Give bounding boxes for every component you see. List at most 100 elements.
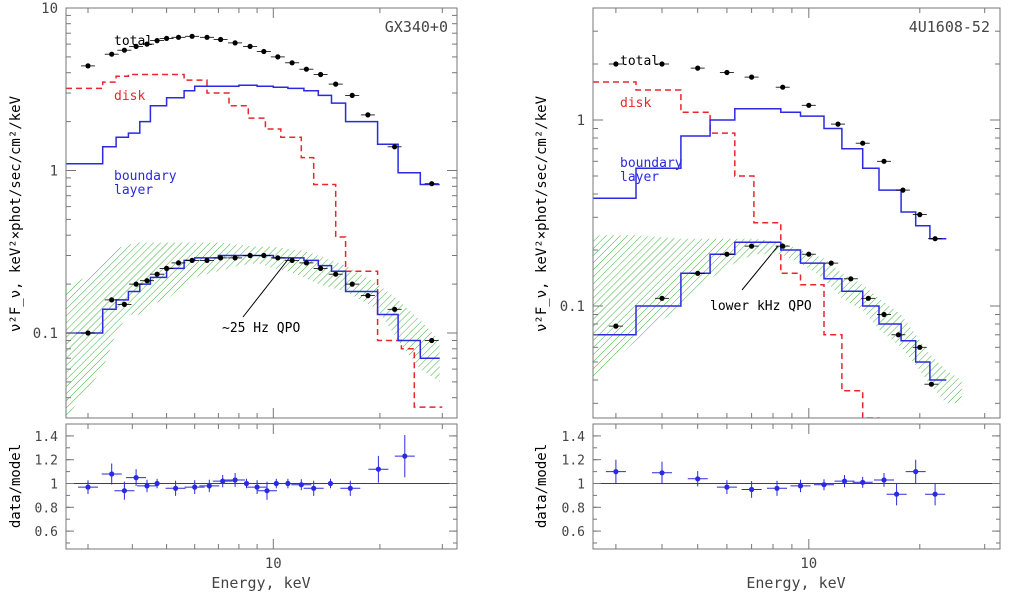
x-axis-label: Energy, keV [746,574,845,592]
annotation-qpo: ~25 Hz QPO [222,321,300,336]
data-point [204,257,210,263]
ratio-point [311,485,317,491]
data-point [835,121,841,127]
data-point [275,54,281,60]
ratio-point [881,477,887,483]
ratio-point [347,485,353,491]
ratio-point [749,486,755,493]
data-point [349,281,355,287]
y-tick-label: 10 [41,1,58,17]
annotation-layer: layer [620,170,659,185]
main-frame [592,7,1001,419]
series-boundary-layer [66,84,440,186]
data-point [204,34,210,40]
data-point [109,51,115,57]
ratio-point [173,485,179,491]
ratio-y-axis-label: data/model [8,444,24,528]
data-point [289,257,295,263]
panel-title: GX340+0 [385,18,448,36]
data-point [695,270,701,276]
panel-4u1608: 4U1608-52 total disk boundary layer lowe… [534,7,1001,592]
data-point [724,251,730,257]
ratio-point [232,477,238,483]
annotation-disk: disk [114,89,145,104]
ratio-point [243,480,250,487]
series-disk [66,73,443,408]
ratio-point [264,488,270,494]
data-point [613,61,619,67]
annotation-total: total [114,34,153,49]
data-point [749,243,755,249]
data-point [175,260,182,266]
series-boundary-layer [593,107,947,240]
ratio-point [133,475,139,481]
data-point [917,212,923,218]
ratio-point [894,491,900,497]
ratio-point [192,484,198,490]
ratio-frame [65,423,458,550]
ratio-point [860,479,866,485]
data-point [392,306,398,312]
data-point [659,295,665,301]
annotation-layer: layer [114,183,153,198]
data-point [164,265,170,271]
data-point [189,257,195,263]
data-point [806,102,812,108]
panel-gx340: GX340+0 total disk boundary layer ~25 Hz… [8,1,458,592]
data-point [848,276,854,282]
data-point [392,144,398,150]
data-point [232,40,238,46]
ratio-point [932,491,938,497]
data-point [121,47,127,53]
annotation-total: total [620,54,659,69]
ratio-point [613,469,619,475]
ratio-point [285,480,291,487]
data-point [303,66,309,72]
data-point [189,33,195,39]
data-point [695,65,701,71]
data-point [275,255,281,261]
main-frame [65,7,458,419]
data-point [218,36,224,43]
ratio-point [154,480,160,487]
data-point [261,48,267,55]
ratio-point [724,484,730,490]
data-point [860,140,866,146]
ratio-point [913,469,919,475]
ratio-y-tick-label: 1.4 [35,430,59,445]
ratio-frame [592,423,1001,550]
annotation-boundary: boundary [620,156,683,171]
data-point [289,60,295,66]
series-lower-khz-qpo-range [593,235,962,404]
data-point [613,323,619,329]
y-tick-label: 0.1 [560,299,585,315]
annotation-disk: disk [620,96,651,111]
ratio-point [695,476,701,482]
series-25-hz-qpo-model [66,254,440,359]
data-point [429,337,435,344]
data-point [429,181,435,187]
ratio-y-tick-label: 1.4 [562,430,586,445]
series-total [81,33,439,187]
ratio-y-tick-label: 0.8 [562,501,585,516]
data-point [144,41,150,47]
ratio-point [121,488,127,494]
data-point [232,255,238,261]
data-point [164,35,170,42]
ratio-point [841,478,848,484]
series-25-hz-qpo-data [81,252,439,344]
data-point [109,297,115,303]
ratio-point [821,482,827,488]
y-tick-label: 1 [577,113,585,129]
data-point [928,381,935,387]
ratio-point [774,485,780,491]
x-tick-label: 10 [800,556,817,572]
ratio-point [220,478,226,484]
data-point [780,84,786,90]
data-point [895,332,902,338]
y-axis-label: ν²F_ν, keV²×phot/sec/cm²/keV [8,95,24,332]
data-point [365,293,371,299]
data-point [659,61,665,67]
data-point [900,187,906,193]
